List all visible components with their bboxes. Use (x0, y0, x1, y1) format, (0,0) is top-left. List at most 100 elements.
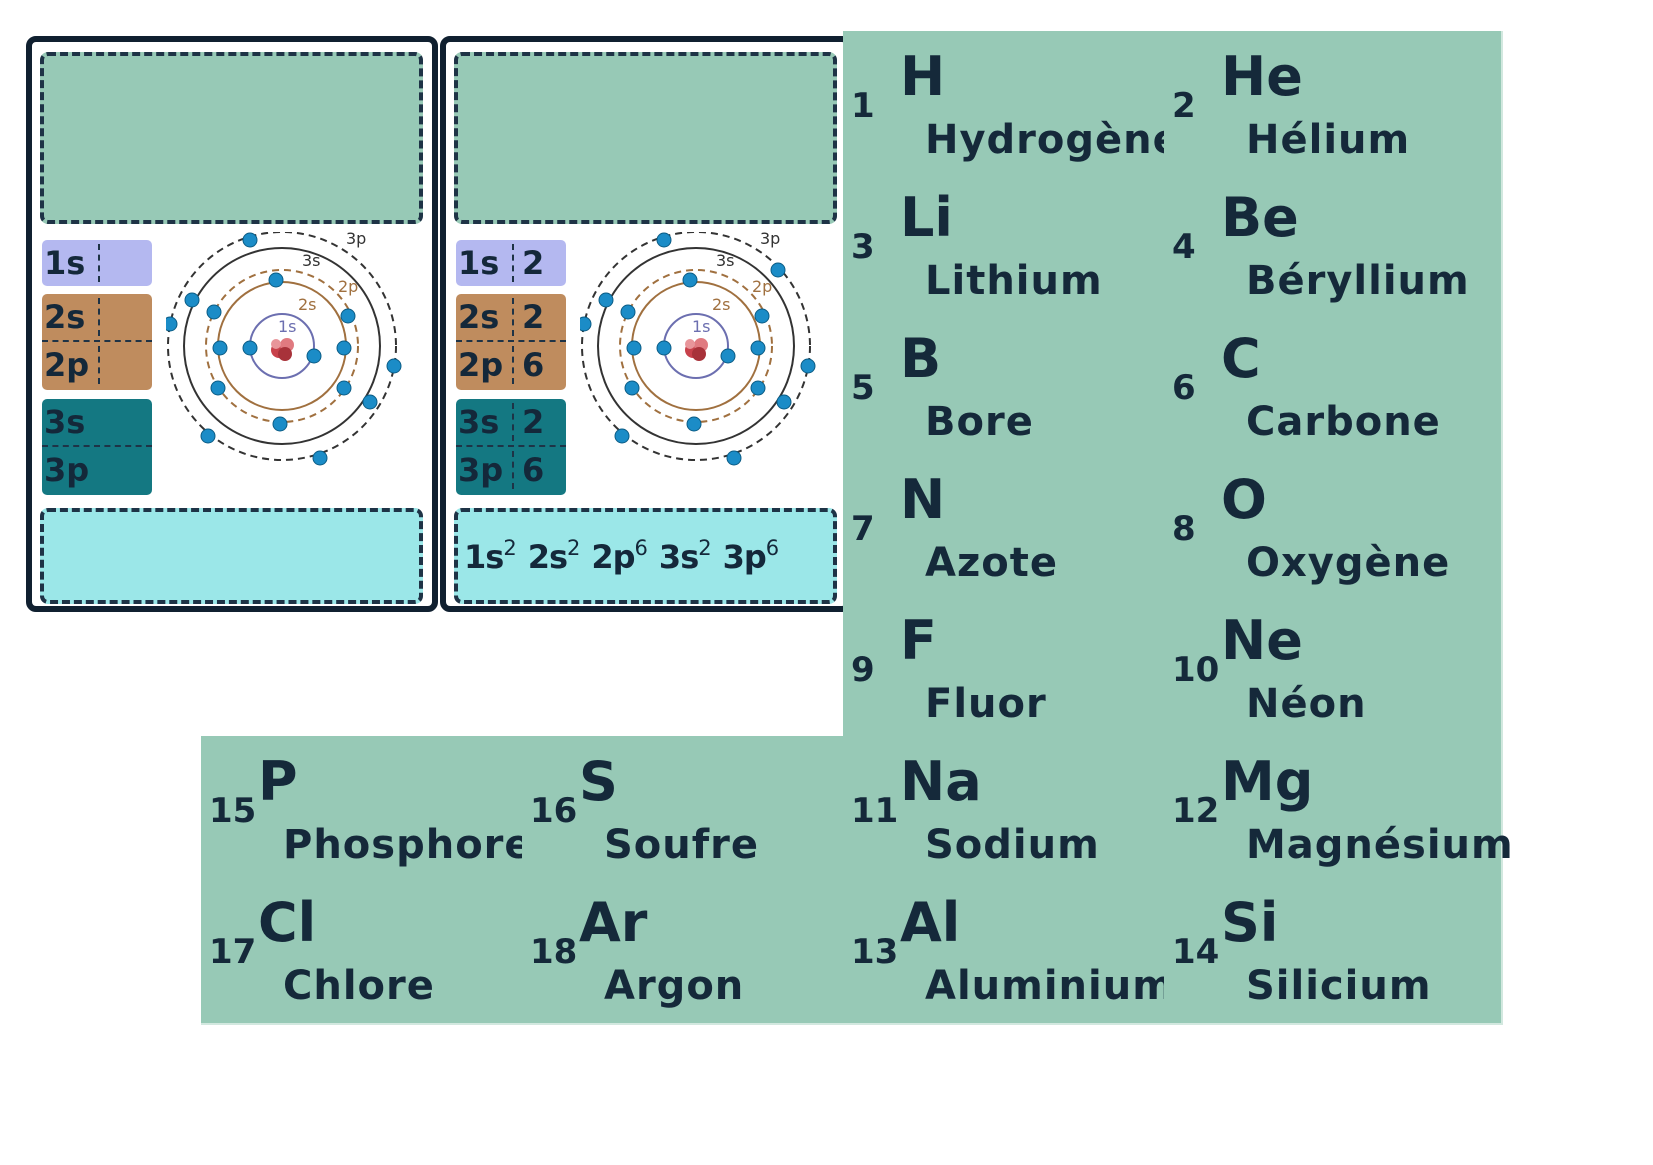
element-name: Soufre (604, 822, 760, 868)
element-symbol: F (900, 609, 937, 672)
element-tile-he[interactable]: 2 He Hélium (1164, 31, 1503, 179)
electron-2 (268, 272, 284, 288)
electron-2 (682, 272, 698, 288)
element-name: Hélium (1246, 117, 1411, 163)
electron-3 (184, 292, 200, 308)
subshell-box-1: 1s 2 (456, 240, 566, 286)
atomic-number: 9 (851, 650, 875, 690)
electron-3 (580, 316, 592, 332)
element-tile-li[interactable]: 3 Li Lithium (843, 172, 1182, 320)
element-tile-c[interactable]: 6 C Carbone (1164, 313, 1503, 461)
electron-3 (242, 232, 258, 248)
electron-2 (206, 304, 222, 320)
electron-3 (362, 394, 378, 410)
configuration-exponent: 2 (503, 536, 516, 560)
element-name: Lithium (925, 258, 1103, 304)
atomic-number: 3 (851, 227, 875, 267)
card-drop-zone-top[interactable] (454, 52, 837, 224)
element-tile-f[interactable]: 9 F Fluor (843, 595, 1182, 743)
atomic-number: 4 (1172, 227, 1196, 267)
atomic-number: 13 (851, 932, 899, 972)
electron-configuration-box[interactable]: 1s2 2s2 2p6 3s2 3p6 (454, 508, 837, 604)
element-symbol: B (900, 327, 942, 390)
element-tile-si[interactable]: 14 Si Silicium (1164, 877, 1503, 1025)
subshell-count-2p: 6 (522, 346, 545, 384)
subshell-count-3p: 6 (522, 451, 545, 489)
element-tile-n[interactable]: 7 N Azote (843, 454, 1182, 602)
element-symbol: C (1221, 327, 1261, 390)
configuration-term: 3s2 (659, 536, 713, 576)
subshell-label-3p: 3p (44, 451, 90, 489)
subshell-label-2p: 2p (44, 346, 90, 384)
electron-1s (306, 348, 322, 364)
atomic-number: 11 (851, 791, 899, 831)
subshell-label-2p: 2p (458, 346, 504, 384)
electron-3 (200, 428, 216, 444)
configuration-term: 3p6 (723, 536, 781, 576)
element-name: Sodium (925, 822, 1100, 868)
element-tile-na[interactable]: 11 Na Sodium (843, 736, 1182, 884)
atomic-number: 6 (1172, 368, 1196, 408)
element-name: Hydrogène (925, 117, 1181, 163)
element-tile-ne[interactable]: 10 Ne Néon (1164, 595, 1503, 743)
element-symbol: S (579, 750, 618, 813)
configuration-orbital: 2s (527, 538, 568, 576)
orbit-label-2p: 2p (752, 277, 772, 296)
electron-2 (210, 380, 226, 396)
electron-3 (800, 358, 816, 374)
subshell-row-1s: 1s 2 (456, 240, 566, 286)
electron-3 (312, 450, 328, 466)
electron-2 (750, 340, 766, 356)
element-tile-al[interactable]: 13 Al Aluminium (843, 877, 1182, 1025)
atomic-number: 1 (851, 86, 875, 126)
element-tile-h[interactable]: 1 H Hydrogène (843, 31, 1182, 179)
nucleus-icon (271, 338, 294, 361)
element-tile-mg[interactable]: 12 Mg Magnésium (1164, 736, 1513, 884)
element-symbol: Al (900, 891, 961, 954)
element-name: Néon (1246, 681, 1367, 727)
subshell-label-2s: 2s (44, 298, 86, 336)
subshell-box-3: 3s 3p (42, 399, 152, 495)
element-tile-p[interactable]: 15 P Phosphore (201, 736, 540, 884)
subshell-label-1s: 1s (458, 244, 500, 282)
electron-3 (656, 232, 672, 248)
subshell-count-2s: 2 (522, 298, 545, 336)
element-tile-s[interactable]: 16 S Soufre (522, 736, 861, 884)
orbit-label-3s: 3s (716, 251, 735, 270)
configuration-orbital: 3s (658, 538, 699, 576)
subshell-row-2s: 2s 2 (456, 294, 566, 340)
card-drop-zone-top[interactable] (40, 52, 423, 224)
orbit-label-1s: 1s (278, 317, 297, 336)
element-tile-cl[interactable]: 17 Cl Chlore (201, 877, 540, 1025)
configuration-term: 2p6 (591, 536, 649, 576)
element-tile-o[interactable]: 8 O Oxygène (1164, 454, 1503, 602)
element-name: Bore (925, 399, 1034, 445)
subshell-row-3p: 3p (42, 447, 152, 493)
atomic-number: 2 (1172, 86, 1196, 126)
element-symbol: Na (900, 750, 982, 813)
atomic-number: 14 (1172, 932, 1220, 972)
electron-2 (620, 304, 636, 320)
element-name: Oxygène (1246, 540, 1451, 586)
element-symbol: Be (1221, 186, 1299, 249)
subshell-label-1s: 1s (44, 244, 86, 282)
element-name: Azote (925, 540, 1058, 586)
atomic-number: 18 (530, 932, 578, 972)
electron-2 (686, 416, 702, 432)
element-tile-b[interactable]: 5 B Bore (843, 313, 1182, 461)
orbit-label-3p: 3p (760, 232, 780, 248)
element-symbol: O (1221, 468, 1267, 531)
nucleus-icon (685, 338, 708, 361)
electron-configuration-box[interactable] (40, 508, 423, 604)
atom-card-example: 1s 2 2s 2 2p 6 3s 2 3p 6 (440, 36, 852, 612)
element-symbol: Cl (258, 891, 317, 954)
electron-3 (614, 428, 630, 444)
element-name: Magnésium (1246, 822, 1514, 868)
element-symbol: Mg (1221, 750, 1314, 813)
electron-2 (626, 340, 642, 356)
configuration-term: 2s2 (528, 536, 582, 576)
electron-3 (770, 262, 786, 278)
element-tile-ar[interactable]: 18 Ar Argon (522, 877, 861, 1025)
element-tile-be[interactable]: 4 Be Béryllium (1164, 172, 1503, 320)
subshell-label-3p: 3p (458, 451, 504, 489)
